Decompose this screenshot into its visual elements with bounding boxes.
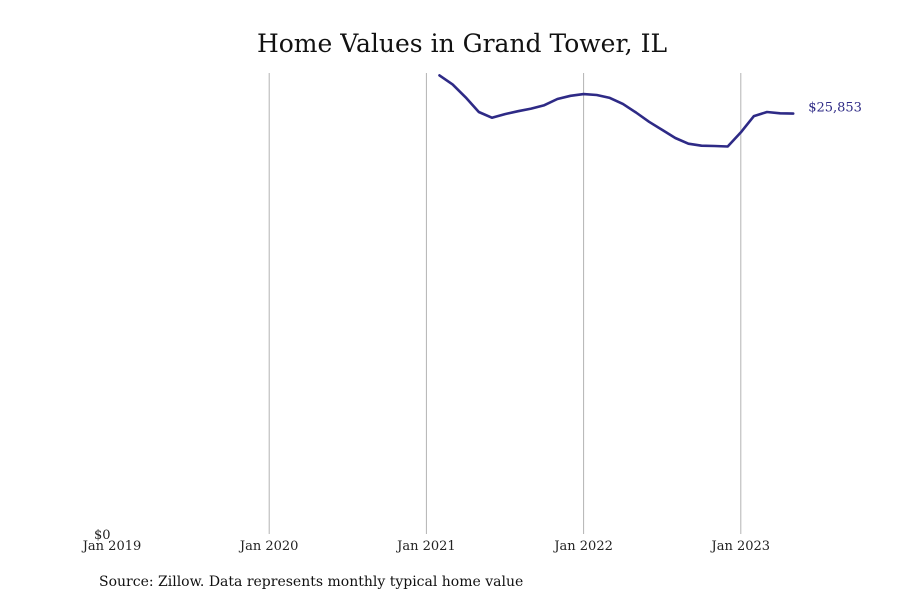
plot-area: $25,853 [438, 74, 862, 148]
x-tick-label: Jan 2021 [395, 539, 456, 554]
grid: Jan 2019 Jan 2020 Jan 2021 Jan 2022 Jan 2023… [81, 73, 770, 554]
last-value-label: $25,853 [808, 101, 862, 116]
x-tick-label: Jan 2019 [81, 539, 142, 554]
x-tick-label: Jan 2022 [552, 539, 613, 554]
series-line [438, 74, 795, 148]
x-tick-label: Jan 2020 [238, 539, 299, 554]
source-note: Source: Zillow. Data represents monthly … [99, 574, 523, 590]
y-tick-label: $0 [94, 528, 111, 543]
chart-title: Home Values in Grand Tower, IL [257, 29, 667, 58]
x-tick-label: Jan 2023 [710, 539, 771, 554]
